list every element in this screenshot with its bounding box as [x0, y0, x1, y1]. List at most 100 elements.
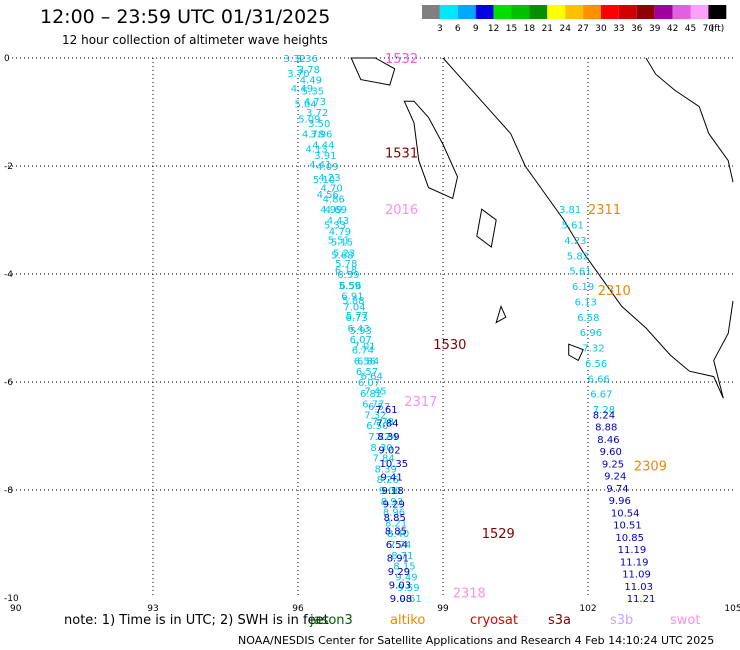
legend-swatch: [654, 5, 673, 19]
legend-tick-label: 36: [631, 24, 643, 34]
wave-height-value: 4.13: [306, 145, 328, 156]
wave-height-value: 5.68: [331, 251, 353, 262]
wave-height-value: 7.74: [389, 540, 411, 551]
pass-label: 2318: [453, 587, 486, 602]
wave-height-value: 3.91: [314, 151, 336, 162]
wave-height-value: 5.23: [333, 248, 355, 259]
wave-height-value: 9.41: [381, 473, 403, 484]
wave-height-value: 8.21: [385, 518, 407, 529]
wave-height-value: 8.15: [393, 562, 415, 573]
wave-height-value: 11.09: [622, 570, 651, 581]
wave-height-value: 8.71: [391, 551, 413, 562]
pass-label: 1530: [433, 338, 466, 353]
pass-label: 2317: [404, 395, 437, 410]
wave-height-value: 9.08: [390, 594, 412, 605]
wave-height-value: 4.41: [309, 160, 331, 171]
y-tick-label: -10: [4, 594, 19, 604]
wave-height-value: 3.81: [559, 205, 581, 216]
wave-height-value: 9.03: [389, 581, 411, 592]
legend-swatch: [439, 5, 458, 19]
island-outline: [403, 100, 459, 200]
wave-height-value: 5.93: [350, 326, 372, 337]
wave-height-value: 5.77: [346, 311, 368, 322]
y-tick-label: -8: [4, 486, 13, 496]
legend-tick-label: 27: [577, 24, 588, 34]
wave-height-value: 9.24: [604, 472, 626, 483]
wave-height-value: 7.77: [368, 432, 390, 443]
satellite-label-altiko: altiko: [390, 613, 426, 628]
legend-swatch: [547, 5, 566, 19]
y-tick-label: -6: [4, 378, 13, 388]
wave-height-value: 6.50: [366, 421, 388, 432]
wave-height-value: 7.45: [364, 387, 386, 398]
legend-swatch: [457, 5, 476, 19]
wave-height-value: 8.30: [370, 443, 392, 454]
wave-height-value: 9.02: [378, 446, 400, 457]
wave-height-value: 8.88: [595, 423, 617, 434]
legend-tick-label: 15: [506, 24, 517, 34]
wave-height-value: 7.24: [375, 432, 397, 443]
wave-height-value: 6.96: [580, 328, 602, 339]
wave-height-value: 5.88: [342, 296, 364, 307]
wave-height-value: 9.49: [395, 572, 417, 583]
legend-tick-label: 42: [667, 24, 678, 34]
wave-height-value: 5.33: [324, 220, 346, 231]
wave-height-value: 6.57: [368, 402, 390, 413]
wave-height-value: 6.43: [348, 324, 370, 335]
wave-height-value: 9.25: [602, 459, 624, 470]
wave-height-value: 4.69: [325, 205, 347, 216]
wave-height-value: 4.09: [316, 162, 338, 173]
wave-height-value: 5.59: [339, 281, 361, 292]
legend-tick-label: 24: [559, 24, 571, 34]
wave-height-value: 8.91: [387, 554, 409, 565]
wave-height-value: 8.39: [375, 464, 397, 475]
wave-height-value: 6.74: [352, 346, 374, 357]
satellite-label-jason3: jason3: [310, 613, 353, 628]
wave-height-value: 7.84: [376, 419, 398, 430]
wave-height-value: 4.86: [323, 194, 345, 205]
wave-height-value: 3.78: [298, 65, 320, 76]
pass-label: 2311: [588, 203, 621, 218]
wave-height-value: 8.96: [383, 508, 405, 519]
wave-height-value: 7.61: [375, 405, 397, 416]
wave-height-value: 9.29: [383, 500, 405, 511]
satellite-label-s3a: s3a: [548, 613, 572, 628]
wave-height-value: 3.72: [306, 108, 328, 119]
legend-tick-label: 3: [437, 24, 443, 34]
wave-height-value: 8.26: [377, 475, 399, 486]
legend-tick-label: 21: [542, 24, 553, 34]
legend-swatch: [475, 5, 494, 19]
east-coastline: [645, 57, 734, 183]
wave-height-value: 9.29: [388, 567, 410, 578]
wave-height-value: 4.23: [564, 236, 586, 247]
legend-swatch: [529, 5, 548, 19]
wave-height-value: 8.85: [384, 513, 406, 524]
wave-height-value: 5.61: [562, 221, 584, 232]
wave-height-value: 6.39: [337, 270, 359, 281]
wave-height-value: 6.73: [346, 313, 368, 324]
wave-height-value: 3.36: [296, 54, 318, 65]
legend-unit: (ft): [711, 24, 725, 34]
legend-tick-label: 33: [613, 24, 624, 34]
wave-height-value: 7.01: [353, 341, 375, 352]
credit-line: NOAA/NESDIS Center for Satellite Applica…: [238, 634, 715, 647]
satellite-label-s3b: s3b: [610, 613, 634, 628]
wave-height-value: 6.57: [356, 367, 378, 378]
legend-swatch: [618, 5, 637, 19]
wave-height-value: 6.07: [350, 335, 372, 346]
wave-height-value: 6.19: [572, 282, 594, 293]
pass-label: 2016: [385, 203, 418, 218]
wave-height-value: 4.49: [300, 76, 322, 87]
legend-tick-label: 9: [473, 24, 479, 34]
legend-tick-label: 12: [488, 24, 499, 34]
legend-swatch: [511, 5, 530, 19]
wave-height-value: 3.32: [284, 54, 306, 65]
pass-label: 2309: [634, 460, 667, 475]
wave-height-value: 7.32: [582, 344, 604, 355]
wave-height-value: 6.56: [339, 281, 361, 292]
island-outline: [495, 304, 507, 324]
wave-height-value: 5.04: [295, 99, 317, 110]
wave-height-value: 6.82: [360, 389, 382, 400]
legend-tick-label: 39: [649, 24, 661, 34]
wave-height-value: 3.50: [308, 119, 330, 130]
